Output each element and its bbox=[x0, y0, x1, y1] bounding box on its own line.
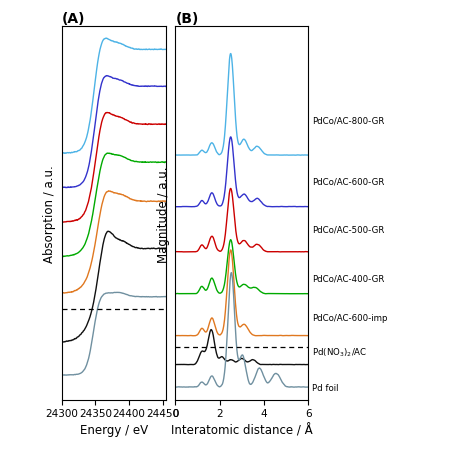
Text: Pd(NO$_3$)$_2$/AC: Pd(NO$_3$)$_2$/AC bbox=[312, 346, 367, 359]
Y-axis label: Magnitude / a.u.: Magnitude / a.u. bbox=[157, 166, 170, 262]
Text: PdCo/AC-800-GR: PdCo/AC-800-GR bbox=[312, 116, 384, 125]
Text: (A): (A) bbox=[62, 12, 85, 26]
Text: Pd foil: Pd foil bbox=[312, 383, 338, 392]
X-axis label: Energy / eV: Energy / eV bbox=[80, 424, 148, 436]
Text: (B): (B) bbox=[175, 12, 199, 26]
X-axis label: Interatomic distance / Å: Interatomic distance / Å bbox=[171, 424, 313, 437]
Text: PdCo/AC-500-GR: PdCo/AC-500-GR bbox=[312, 225, 384, 234]
Y-axis label: Absorption / a.u.: Absorption / a.u. bbox=[43, 165, 56, 263]
Text: PdCo/AC-600-GR: PdCo/AC-600-GR bbox=[312, 177, 384, 186]
Text: PdCo/AC-600-imp: PdCo/AC-600-imp bbox=[312, 313, 388, 323]
Text: PdCo/AC-400-GR: PdCo/AC-400-GR bbox=[312, 274, 384, 283]
